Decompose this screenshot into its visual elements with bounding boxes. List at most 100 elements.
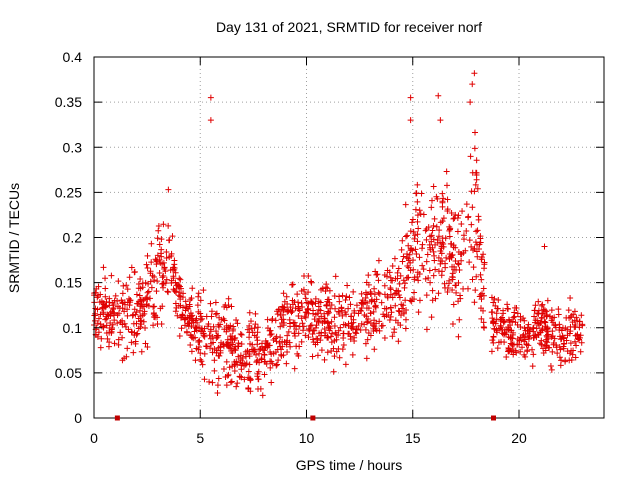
data-point <box>547 363 554 370</box>
data-point <box>538 341 545 348</box>
data-point <box>120 282 127 289</box>
x-tick-label: 10 <box>299 430 315 446</box>
data-point <box>261 371 268 378</box>
data-point <box>414 238 421 245</box>
data-point <box>391 255 398 262</box>
data-point <box>570 347 577 354</box>
data-point <box>285 328 292 335</box>
data-point <box>155 222 162 229</box>
data-point <box>151 273 158 280</box>
data-point <box>102 316 109 323</box>
data-point <box>126 274 133 281</box>
data-point <box>343 311 350 318</box>
data-point <box>538 302 545 309</box>
data-point <box>307 322 314 329</box>
data-point <box>347 301 354 308</box>
data-point <box>246 322 253 329</box>
data-point <box>530 351 537 358</box>
data-point <box>228 303 235 310</box>
data-point <box>125 326 132 333</box>
chart-title: Day 131 of 2021, SRMTID for receiver nor… <box>216 19 482 35</box>
data-point <box>556 354 563 361</box>
data-point <box>576 324 583 331</box>
data-point <box>517 348 524 355</box>
data-point <box>537 340 544 347</box>
data-point <box>268 330 275 337</box>
data-point <box>238 362 245 369</box>
data-point <box>225 371 232 378</box>
data-point <box>404 262 411 269</box>
data-point <box>408 219 415 226</box>
data-point <box>212 299 219 306</box>
data-point <box>170 275 177 282</box>
data-point <box>549 348 556 355</box>
data-point <box>128 339 135 346</box>
data-point <box>411 274 418 281</box>
data-point <box>430 222 437 229</box>
data-point <box>521 325 528 332</box>
data-point <box>104 335 111 342</box>
data-point <box>381 282 388 289</box>
data-point <box>121 301 128 308</box>
data-point <box>119 357 126 364</box>
data-point <box>269 360 276 367</box>
data-point <box>509 318 516 325</box>
data-point <box>340 330 347 337</box>
data-point <box>187 341 194 348</box>
data-point <box>108 308 115 315</box>
data-point <box>471 145 478 152</box>
data-point <box>105 343 112 350</box>
data-point <box>322 329 329 336</box>
data-point <box>254 329 261 336</box>
data-point <box>349 351 356 358</box>
data-point <box>169 233 176 240</box>
data-point <box>368 290 375 297</box>
data-point <box>165 222 172 229</box>
data-point <box>489 308 496 315</box>
data-point <box>301 313 308 320</box>
x-axis-label: GPS time / hours <box>296 457 403 473</box>
data-point <box>456 316 463 323</box>
data-point <box>414 198 421 205</box>
data-point <box>573 314 580 321</box>
data-point <box>411 235 418 242</box>
data-point <box>190 319 197 326</box>
data-point <box>396 308 403 315</box>
data-point <box>548 334 555 341</box>
y-tick-label: 0.25 <box>55 184 82 200</box>
data-point <box>274 308 281 315</box>
data-point <box>446 227 453 234</box>
data-point <box>455 261 462 268</box>
data-point <box>207 345 214 352</box>
data-point <box>362 340 369 347</box>
data-point <box>254 370 261 377</box>
data-point <box>156 241 163 248</box>
data-point <box>375 277 382 284</box>
data-point <box>258 356 265 363</box>
data-point <box>419 262 426 269</box>
data-point <box>395 307 402 314</box>
data-point <box>505 326 512 333</box>
data-point <box>179 304 186 311</box>
data-point <box>110 304 117 311</box>
data-point <box>556 321 563 328</box>
data-point <box>406 251 413 258</box>
data-point <box>371 298 378 305</box>
data-point <box>562 325 569 332</box>
data-point <box>330 368 337 375</box>
data-point <box>119 334 126 341</box>
data-point <box>480 251 487 258</box>
data-point <box>420 211 427 218</box>
data-point <box>532 302 539 309</box>
data-point <box>203 313 210 320</box>
data-point <box>521 317 528 324</box>
data-point <box>439 199 446 206</box>
data-point <box>383 312 390 319</box>
data-point <box>414 212 421 219</box>
data-point <box>128 264 135 271</box>
data-point <box>147 295 154 302</box>
data-point <box>365 305 372 312</box>
data-point <box>176 275 183 282</box>
data-point <box>398 312 405 319</box>
data-point <box>535 320 542 327</box>
